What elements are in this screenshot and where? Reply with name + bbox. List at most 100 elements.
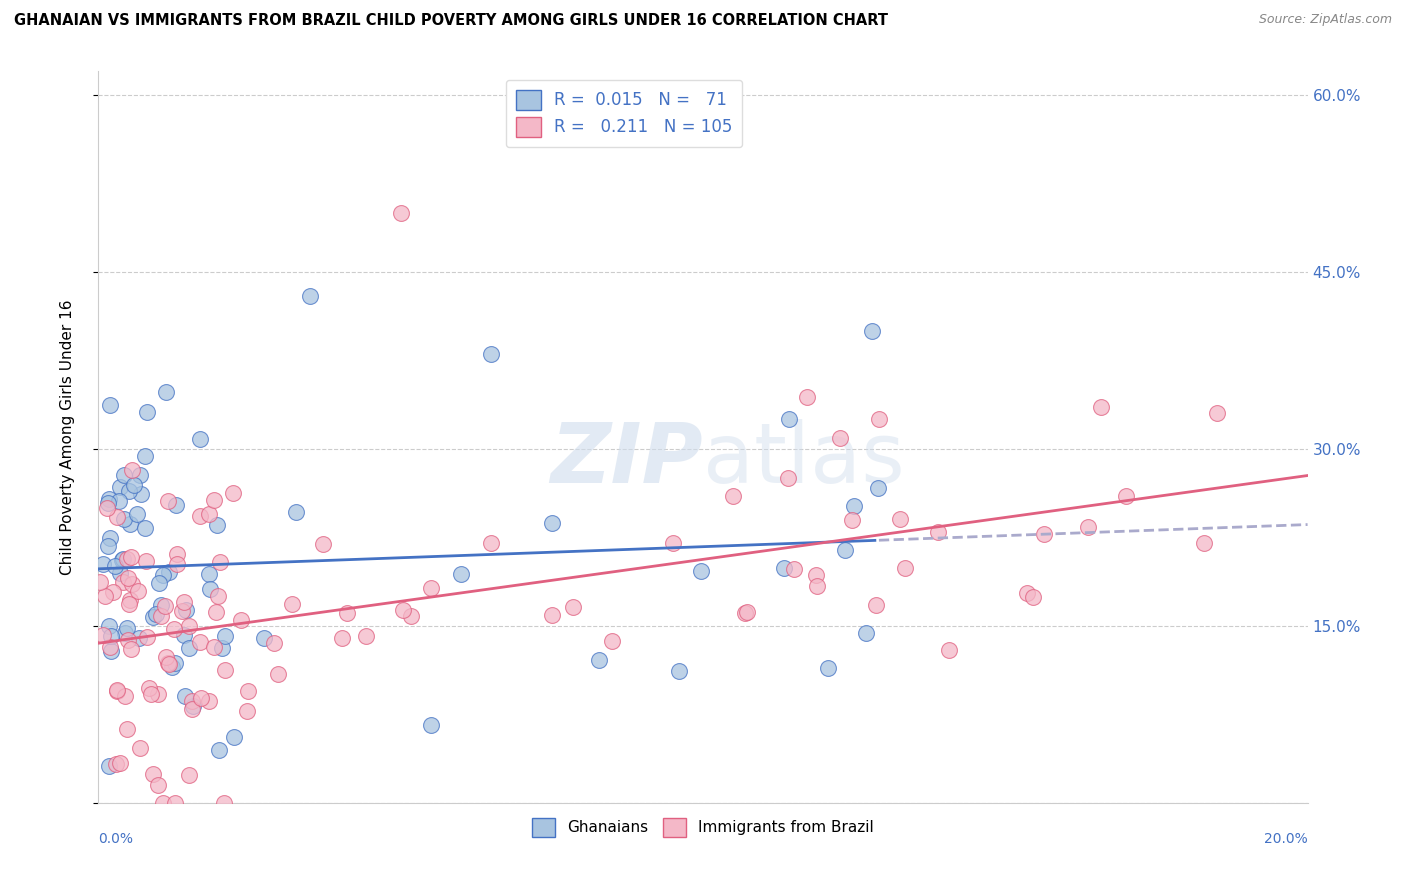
- Point: [129, 487, 152, 501]
- Point: [214, 796, 236, 810]
- Point: [117, 722, 139, 736]
- Point: [117, 571, 139, 585]
- Point: [181, 702, 204, 716]
- Point: [157, 565, 180, 579]
- Point: [89, 574, 111, 589]
- Point: [1115, 489, 1137, 503]
- Point: [153, 599, 176, 614]
- Point: [855, 625, 877, 640]
- Point: [115, 552, 138, 566]
- Point: [170, 604, 193, 618]
- Point: [190, 691, 212, 706]
- Point: [224, 730, 246, 744]
- Point: [129, 468, 152, 483]
- Point: [229, 613, 252, 627]
- Point: [1033, 526, 1056, 541]
- Point: [214, 629, 236, 643]
- Point: [148, 687, 170, 701]
- Point: [392, 602, 415, 616]
- Point: [141, 688, 163, 702]
- Point: [91, 628, 114, 642]
- Text: atlas: atlas: [703, 418, 904, 500]
- Point: [214, 664, 236, 678]
- Point: [1206, 407, 1229, 421]
- Point: [540, 608, 562, 623]
- Point: [817, 661, 839, 675]
- Point: [100, 629, 122, 643]
- Point: [211, 640, 233, 655]
- Point: [208, 743, 231, 757]
- Point: [121, 463, 143, 477]
- Point: [177, 640, 200, 655]
- Point: [198, 507, 221, 521]
- Point: [177, 768, 200, 782]
- Point: [114, 689, 136, 703]
- Point: [661, 536, 683, 550]
- Point: [330, 631, 353, 645]
- Point: [100, 644, 122, 658]
- Point: [588, 653, 610, 667]
- Text: GHANAIAN VS IMMIGRANTS FROM BRAZIL CHILD POVERTY AMONG GIRLS UNDER 16 CORRELATIO: GHANAIAN VS IMMIGRANTS FROM BRAZIL CHILD…: [14, 13, 889, 29]
- Point: [142, 767, 165, 781]
- Point: [105, 756, 128, 771]
- Point: [263, 636, 285, 650]
- Point: [120, 641, 142, 656]
- Point: [602, 634, 624, 648]
- Point: [312, 537, 335, 551]
- Point: [173, 594, 195, 608]
- Point: [96, 500, 118, 515]
- Point: [834, 542, 856, 557]
- Point: [160, 660, 183, 674]
- Legend: Ghanaians, Immigrants from Brazil: Ghanaians, Immigrants from Brazil: [526, 812, 880, 843]
- Point: [173, 628, 195, 642]
- Point: [157, 657, 180, 671]
- Point: [202, 640, 225, 654]
- Point: [561, 599, 583, 614]
- Point: [177, 618, 200, 632]
- Point: [865, 598, 887, 612]
- Point: [938, 643, 960, 657]
- Point: [253, 631, 276, 645]
- Point: [120, 592, 142, 607]
- Point: [1076, 520, 1098, 534]
- Point: [198, 582, 221, 596]
- Point: [889, 512, 911, 526]
- Point: [841, 513, 863, 527]
- Point: [285, 505, 308, 519]
- Point: [114, 625, 136, 640]
- Point: [108, 756, 131, 770]
- Point: [120, 550, 142, 565]
- Text: 0.0%: 0.0%: [98, 832, 134, 846]
- Point: [354, 629, 377, 643]
- Point: [150, 598, 173, 612]
- Point: [108, 494, 131, 508]
- Point: [481, 536, 503, 550]
- Point: [136, 405, 159, 419]
- Point: [156, 494, 179, 508]
- Point: [209, 555, 232, 569]
- Point: [149, 608, 172, 623]
- Point: [207, 590, 229, 604]
- Point: [97, 496, 120, 510]
- Point: [188, 635, 211, 649]
- Point: [112, 512, 135, 526]
- Point: [156, 656, 179, 670]
- Point: [155, 650, 177, 665]
- Point: [138, 681, 160, 696]
- Point: [773, 560, 796, 574]
- Point: [148, 576, 170, 591]
- Point: [129, 740, 152, 755]
- Point: [689, 564, 711, 578]
- Point: [1192, 536, 1215, 550]
- Point: [735, 605, 758, 619]
- Point: [120, 516, 142, 531]
- Point: [778, 412, 800, 426]
- Point: [783, 562, 806, 576]
- Point: [540, 516, 562, 531]
- Point: [142, 610, 165, 624]
- Point: [117, 597, 139, 611]
- Point: [183, 699, 205, 714]
- Point: [389, 206, 412, 220]
- Point: [796, 390, 818, 404]
- Point: [868, 411, 890, 425]
